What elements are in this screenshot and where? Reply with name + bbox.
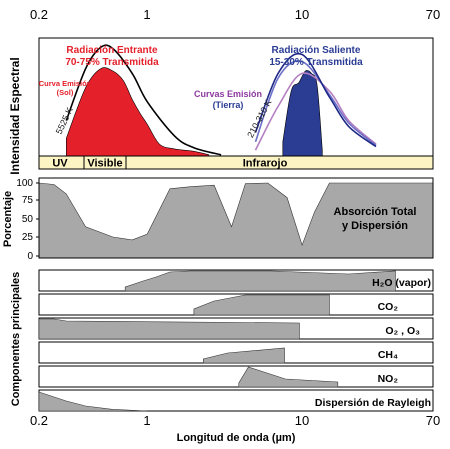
top-tick-label-1: 1	[143, 7, 150, 22]
component-label-h2o: H₂O (vapor)	[372, 277, 431, 289]
absorption-title-line2: y Dispersión	[342, 220, 408, 232]
top-tick-label-70: 70	[426, 7, 440, 22]
outgoing-label-line1: Radiación Saliente	[272, 45, 361, 56]
band-label-visible: Visible	[87, 158, 122, 170]
component-area-h2o	[124, 270, 396, 292]
component-row-no2	[38, 365, 434, 388]
component-label-co2: CO₂	[378, 301, 399, 313]
x-axis-label: Longitud de onda (µm)	[177, 432, 296, 444]
component-area-no2	[238, 366, 339, 388]
earth-emission-curve-210k	[254, 72, 377, 151]
component-area-o2-o3	[38, 318, 300, 340]
component-label-rayleigh: Dispersión de Rayleigh	[315, 397, 431, 409]
bottom-tick-label-10: 10	[295, 413, 309, 428]
incoming-label-line1: Radiación Entrante	[66, 45, 158, 56]
outgoing-radiation-area	[282, 70, 323, 156]
percentage-y-axis-label: Porcentaje	[2, 191, 14, 247]
bottom-tick-label-70: 70	[426, 413, 440, 428]
band-label-infrared: Infrarojo	[243, 158, 288, 170]
total-absorption-area	[39, 182, 433, 258]
top-tick-label-10: 10	[295, 7, 309, 22]
bottom-tick-label-0.2: 0.2	[30, 413, 48, 428]
pct-tick-75: 75	[22, 195, 34, 206]
component-area-co2	[193, 294, 330, 316]
absorption-title-line1: Absorción Total	[334, 206, 417, 218]
component-area-rayleigh	[38, 391, 148, 412]
component-area-ch4	[203, 347, 285, 364]
sun-curve-label-line1: Curva Emisión	[39, 79, 92, 88]
components-y-axis-label: Componentes principales	[10, 272, 22, 406]
spectral-y-axis-label: Intensidad Espectral	[8, 57, 22, 174]
band-label-uv: UV	[52, 158, 68, 170]
incoming-radiation-area	[66, 67, 210, 156]
sun-emission-curve	[65, 44, 222, 156]
bottom-tick-label-1: 1	[143, 413, 150, 428]
absorption-panel-border	[38, 177, 434, 259]
earth-emission-curve-310k	[254, 52, 377, 148]
incoming-label-line2: 70-75% Transmitida	[65, 57, 159, 68]
component-label-o2-o3: O₂ , O₃	[385, 325, 420, 337]
pct-tick-25: 25	[22, 232, 34, 243]
earth-curve-label-line2: (Tierra)	[213, 100, 244, 110]
band-bar	[38, 155, 434, 170]
outgoing-label-line2: 15-30% Transmitida	[269, 57, 363, 68]
pct-tick-marks	[36, 182, 39, 257]
earth-curve-label-line1: Curvas Emisión	[194, 89, 262, 99]
earth-emission-curve-260k	[254, 60, 377, 147]
pct-tick-0: 0	[27, 251, 33, 262]
sun-curve-label-line2: (Sol)	[57, 88, 74, 97]
top-tick-label-0.2: 0.2	[30, 7, 48, 22]
pct-tick-100: 100	[16, 178, 33, 189]
component-label-no2: NO₂	[378, 373, 399, 385]
component-label-ch4: CH₄	[378, 349, 398, 361]
pct-tick-50: 50	[22, 214, 34, 225]
